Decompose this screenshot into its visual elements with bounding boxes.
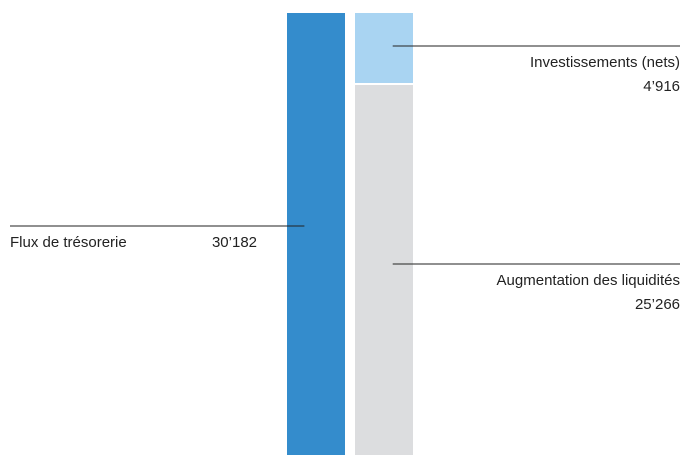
value-label: 4’916 <box>643 78 680 95</box>
series-label: Investissements (nets) <box>530 54 680 71</box>
series-label: Augmentation des liquidités <box>497 272 680 289</box>
bar-segment <box>287 13 345 455</box>
series-label: Flux de trésorerie <box>10 234 127 251</box>
value-label: 25’266 <box>635 296 680 313</box>
bar-segment <box>355 13 413 83</box>
bar-segment <box>355 84 413 455</box>
value-label: 30’182 <box>212 234 257 251</box>
